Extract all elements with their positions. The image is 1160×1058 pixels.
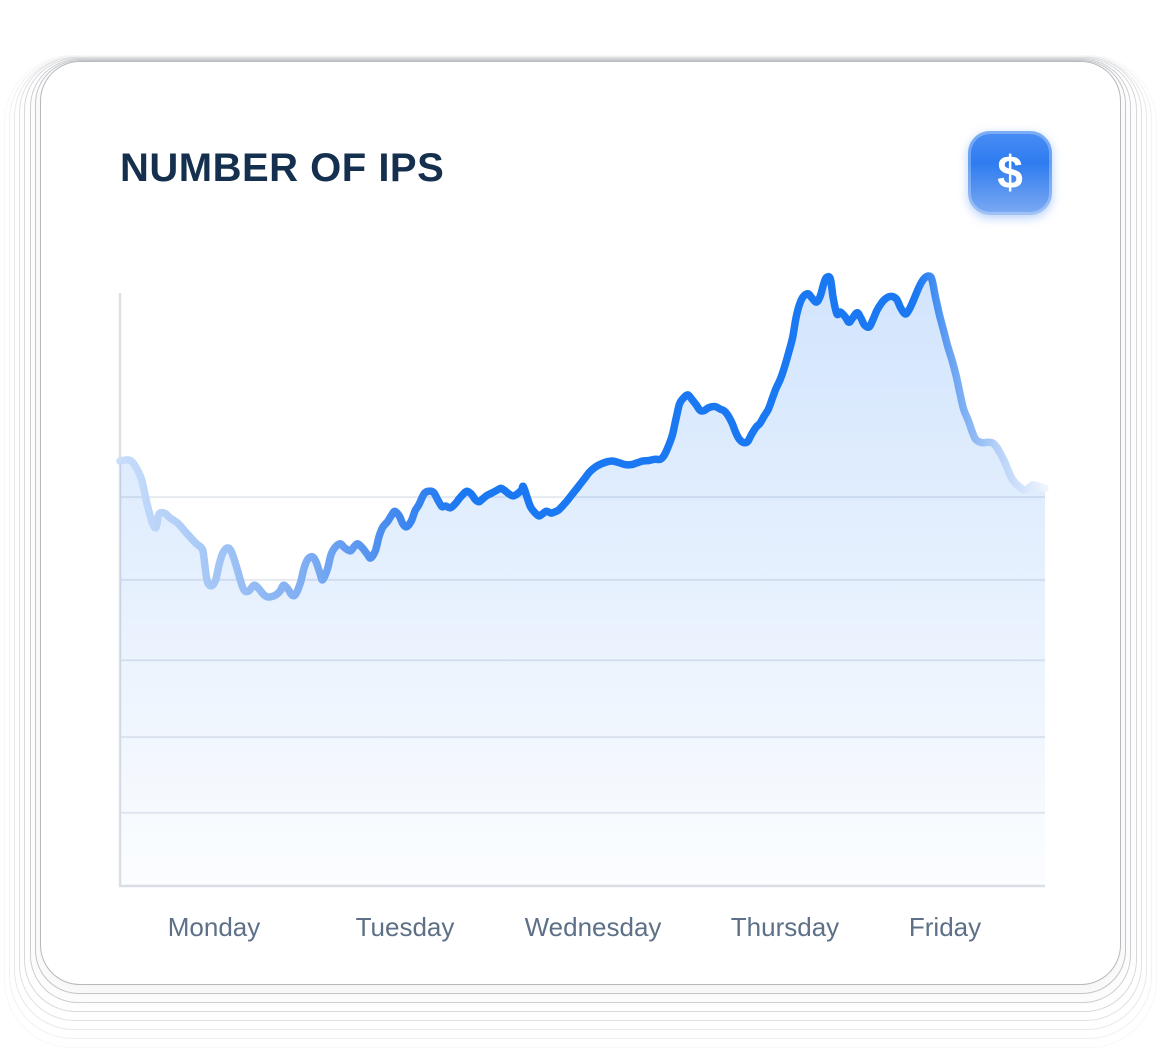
x-axis-label-thursday: Thursday xyxy=(730,912,840,942)
dollar-icon: $ xyxy=(997,146,1023,198)
ips-card xyxy=(40,61,1121,985)
card-title: NUMBER OF IPS xyxy=(120,146,445,190)
x-axis-label-friday: Friday xyxy=(908,912,982,942)
x-axis-label-wednesday: Wednesday xyxy=(524,912,662,942)
currency-button[interactable]: $ xyxy=(968,131,1052,215)
x-axis-label-monday: Monday xyxy=(167,912,261,942)
x-axis-label-tuesday: Tuesday xyxy=(355,912,455,942)
